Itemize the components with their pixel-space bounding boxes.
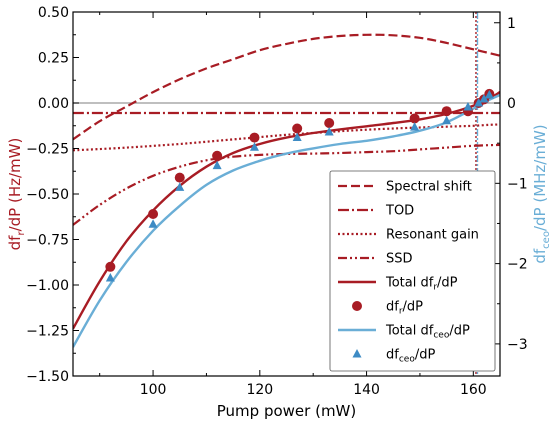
point-df-ceo-dp-12 (484, 90, 494, 99)
y-left-tick-label-0: 0.50 (38, 5, 69, 21)
legend-box (329, 170, 496, 372)
x-tick-label-160: 160 (460, 382, 487, 398)
point-df-r-dp-7 (409, 113, 420, 124)
axis-ticks: 100 120 140 160 0.50 0.25 0.00 −0.25 −0.50 −0.75 −… (26, 5, 528, 398)
point-df-r-dp-5 (292, 123, 303, 134)
y-right-tick-label-4: −3 (507, 337, 528, 353)
point-df-r-dp-3 (212, 150, 223, 161)
point-df-r-dp-8 (441, 106, 452, 117)
y-left-tick-label-2: 0.00 (38, 96, 69, 112)
series-line-spectral-shift (73, 33, 500, 141)
legend-swatch-df-ceo-dp (352, 349, 362, 358)
point-df-ceo-dp-6 (324, 126, 334, 136)
point-df-r-dp-2 (174, 172, 185, 183)
legend-label-total-df-r-dp: Total dfr/dP (385, 276, 458, 293)
y-right-tick-label-1: 0 (507, 96, 516, 112)
point-df-ceo-dp-3 (212, 160, 222, 170)
point-df-r-dp-6 (324, 118, 335, 129)
point-df-r-dp-1 (148, 209, 159, 220)
legend-label-total-df-ceo-dp: Total dfceo/dP (385, 324, 470, 341)
series-line-resonant-gain (73, 123, 500, 152)
y-left-tick-label-6: −1.00 (26, 278, 69, 294)
legend: Spectral shift TOD Resonant gain SSD Total d… (329, 170, 496, 372)
point-df-ceo-dp-0 (105, 273, 115, 282)
point-df-ceo-dp-5 (292, 132, 302, 142)
legend-label-df-ceo-dp: dfceo/dP (386, 348, 435, 365)
point-df-r-dp-0 (105, 261, 116, 272)
y-right-tick-label-2: −1 (507, 176, 528, 192)
x-tick-label-120: 120 (246, 382, 273, 398)
point-df-ceo-dp-4 (249, 142, 259, 151)
legend-label-spectral-shift: Spectral shift (386, 180, 472, 195)
point-df-ceo-dp-11 (479, 94, 489, 103)
y-left-tick-label-8: −1.50 (26, 369, 69, 385)
y-left-tick-label-3: −0.25 (26, 142, 69, 158)
legend-swatch-df-r-dp (352, 301, 362, 311)
legend-label-ssd: SSD (386, 252, 413, 267)
right-axis-title: dfceo/dP (MHz/mW) (531, 124, 552, 263)
point-df-ceo-dp-10 (474, 98, 484, 107)
y-right-tick-label-3: −2 (507, 257, 528, 273)
point-df-ceo-dp-7 (410, 122, 420, 131)
y-left-tick-label-5: −0.75 (26, 233, 69, 249)
x-tick-label-140: 140 (353, 382, 380, 398)
x-tick-label-100: 100 (140, 382, 167, 398)
y-left-tick-label-4: −0.50 (26, 187, 69, 203)
point-df-ceo-dp-2 (175, 182, 185, 191)
left-axis-title: dfr/dP (Hz/mW) (6, 138, 27, 251)
point-df-ceo-dp-8 (442, 115, 452, 125)
point-df-ceo-dp-9 (463, 102, 473, 111)
y-right-tick-label-0: 1 (507, 16, 516, 32)
point-df-ceo-dp-1 (148, 219, 158, 228)
plot-markers (105, 88, 495, 282)
point-df-r-dp-4 (249, 132, 260, 143)
legend-label-tod: TOD (385, 204, 414, 219)
y-left-tick-label-1: 0.25 (38, 51, 69, 67)
x-axis-title: Pump power (mW) (217, 402, 356, 420)
y-left-tick-label-7: −1.25 (26, 324, 69, 340)
legend-label-resonant-gain: Resonant gain (386, 228, 479, 243)
legend-label-df-r-dp: dfr/dP (386, 300, 423, 317)
